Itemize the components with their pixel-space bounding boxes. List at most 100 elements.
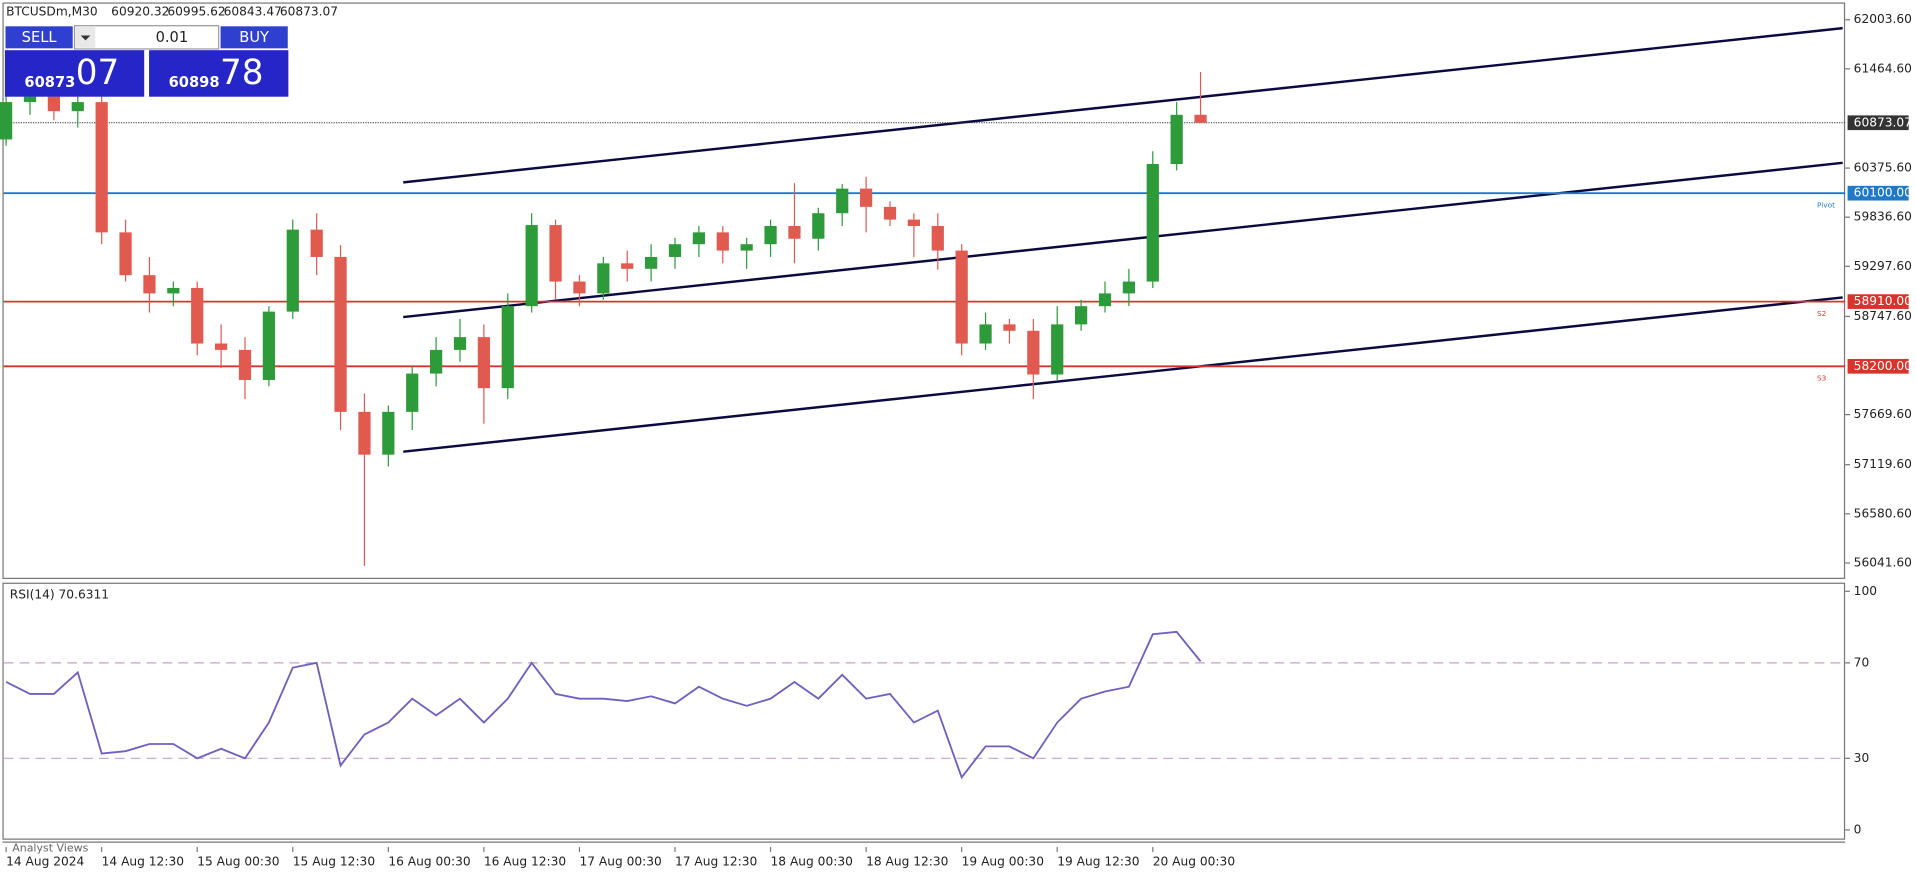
candle-body [979,324,992,344]
level-tag [1847,294,1909,309]
y-tick-label: 0 [1854,822,1862,836]
x-tick-label: 19 Aug 12:30 [1057,854,1139,868]
price-panel [2,2,1846,579]
candle-body [1122,281,1135,294]
ohlc-open: 60920.32 [111,5,169,19]
y-tick-label: 57669.60 [1854,407,1912,421]
level-label: 58200.00 [1854,359,1912,373]
candle-body [238,349,252,380]
x-tick-label: 16 Aug 00:30 [388,854,470,868]
bid-main: 60873 [24,74,75,91]
candle-body [191,287,204,344]
candle-body [1075,306,1088,325]
y-tick-label: 61464.60 [1854,61,1912,75]
x-tick-label: 20 Aug 00:30 [1153,854,1235,868]
candle-body [215,343,228,350]
candle-body [1051,324,1064,375]
level-name: S2 [1817,309,1826,318]
y-tick-label: 60375.60 [1854,161,1912,175]
symbol: BTCUSDm,M30 [6,5,98,19]
dropdown-arrow [80,35,91,41]
candle-body [286,229,299,312]
level-name: Pivot [1817,200,1835,209]
candle-body [955,250,968,344]
candle-body [334,256,347,412]
rsi-panel [2,582,1846,840]
y-tick-label: 100 [1854,584,1877,598]
candle-body [1146,164,1159,282]
candle-body [1170,114,1183,165]
candle-body [788,225,801,239]
y-tick-label: 70 [1854,655,1870,669]
x-tick-label: 18 Aug 00:30 [771,854,853,868]
candle-body [95,102,108,233]
x-tick-label: 15 Aug 00:30 [197,854,279,868]
candle-body [119,232,132,276]
level-label: 58910.00 [1854,294,1912,308]
ohlc-close: 60873.07 [280,5,338,19]
candle-body [860,188,873,207]
candle-body [621,263,634,269]
buy-label: BUY [239,29,269,46]
candle-body [573,281,586,294]
candle-body [23,96,37,103]
bid-small: 07 [76,53,120,93]
lot-value: 0.01 [156,29,189,46]
candle-body [501,306,514,389]
ohlc-low: 60843.47 [224,5,282,19]
candle-body [453,337,467,350]
candle-body [692,232,705,245]
level-tag [1847,185,1909,201]
x-tick-label: 17 Aug 00:30 [579,854,661,868]
bid-box[interactable] [4,50,145,97]
x-tick-label: 16 Aug 12:30 [484,854,566,868]
y-tick-label: 30 [1854,751,1870,765]
buy-button[interactable] [219,25,289,50]
trendline [403,296,1843,453]
sell-button[interactable] [4,25,74,50]
trendline [403,26,1843,184]
candle-body [836,188,849,214]
candle-body [358,411,371,455]
level-name: S3 [1817,374,1827,383]
candle-body [1027,330,1040,375]
candle-body [167,287,180,294]
candle-body [71,102,84,112]
y-tick-label: 57119.60 [1854,457,1912,471]
candle-body [525,225,538,307]
y-tick-label: 58747.60 [1854,309,1912,323]
x-tick-label: 14 Aug 12:30 [102,854,184,868]
candle-body [716,232,729,251]
rsi-line [5,630,1202,780]
trendline [403,161,1843,319]
candle-body [1194,114,1207,123]
x-tick-label: 18 Aug 12:30 [866,854,948,868]
x-tick-label: 19 Aug 00:30 [962,854,1044,868]
y-tick-label: 59297.60 [1854,259,1912,273]
lot-input[interactable] [73,25,220,50]
candle-body [143,275,156,294]
candle-body [0,102,13,140]
candle-body [406,373,419,412]
level-label: 60873.07 [1854,115,1912,129]
ask-main: 60898 [169,74,220,91]
level-label: 60100.00 [1854,186,1912,200]
candle-body [477,337,490,389]
ask-box[interactable] [149,50,289,97]
candle-body [645,256,658,269]
candle-body [382,411,395,455]
analyst-views-tab[interactable]: Analyst Views [12,841,88,854]
candle-body [812,213,825,239]
ohlc-high: 60995.62 [167,5,225,19]
candle-body [883,206,897,220]
y-tick-label: 59836.60 [1854,210,1912,224]
level-tag [1847,115,1909,131]
plot-layer: 62003.60 61464.60 60375.60 59836.60 59297.60… [0,12,1912,868]
candle-body [47,96,60,112]
y-tick-label: 56041.60 [1854,555,1912,569]
candle-body [740,244,753,251]
ask-small: 78 [220,53,264,93]
